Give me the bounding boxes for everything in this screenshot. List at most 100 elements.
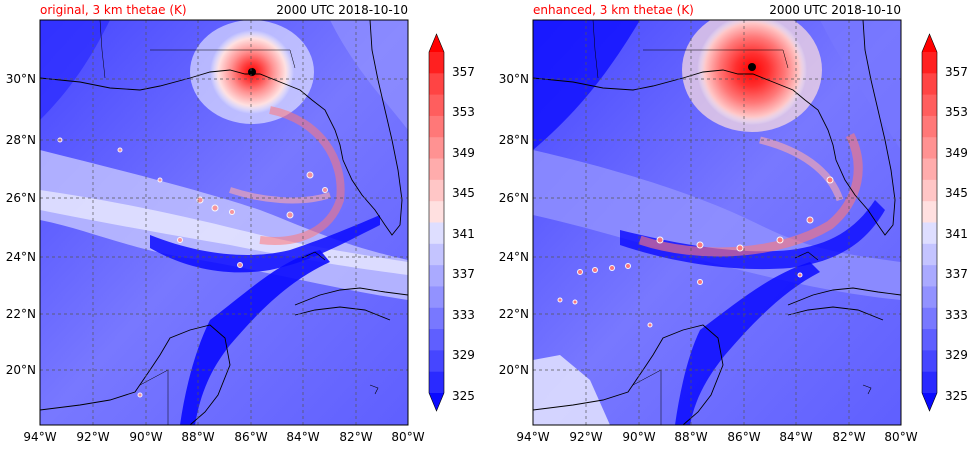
lat-ticks-enhanced: 30°N 28°N 26°N 24°N 22°N 20°N: [499, 72, 529, 377]
colorbar-swatches-original: [428, 33, 445, 412]
colorbar-bin-347: [922, 158, 937, 181]
panel-original: original, 3 km thetae (K) 2000 UTC 2018-…: [6, 3, 475, 444]
colorbar-labels-original: 357 353 349 345 341 337 333 329 325: [452, 65, 475, 403]
colorbar-bin-345: [922, 179, 937, 202]
lat-tick-20: 20°N: [499, 363, 529, 377]
colorbar-bin-335: [922, 286, 937, 309]
lon-tick-94: 94°W: [516, 430, 549, 444]
colorbar-bin-353: [429, 94, 444, 117]
colorbar-outline: [921, 33, 938, 412]
colorbar-original: 357 353 349 345 341 337 333 329 325: [428, 33, 475, 412]
lat-tick-24: 24°N: [6, 250, 36, 264]
colorbar-enhanced: 357 353 349 345 341 337 333 329 325: [921, 33, 968, 412]
lon-ticks-original: 94°W 92°W 90°W 88°W 86°W 84°W 82°W 80°W: [23, 430, 424, 444]
lat-tick-20: 20°N: [6, 363, 36, 377]
lon-tick-88: 88°W: [181, 430, 214, 444]
lon-tick-80: 80°W: [884, 430, 917, 444]
colorbar-extend-min: [429, 393, 444, 411]
cbar-label-353: 353: [945, 105, 968, 119]
colorbar-bin-355: [922, 73, 937, 96]
cbar-label-357: 357: [945, 65, 968, 79]
lat-tick-24: 24°N: [499, 250, 529, 264]
colorbar-bin-335: [429, 286, 444, 309]
panel-original-time: 2000 UTC 2018-10-10: [276, 3, 408, 17]
colorbar-bin-327: [922, 371, 937, 394]
lon-tick-90: 90°W: [622, 430, 655, 444]
lat-tick-30: 30°N: [499, 72, 529, 86]
cbar-label-353: 353: [452, 105, 475, 119]
colorbar-bin-333: [429, 307, 444, 330]
cbar-label-341: 341: [452, 227, 475, 241]
colorbar-bin-333: [922, 307, 937, 330]
colorbar-bin-327: [429, 371, 444, 394]
cbar-label-349: 349: [945, 146, 968, 160]
colorbar-bin-331: [429, 329, 444, 351]
lon-tick-80: 80°W: [391, 430, 424, 444]
colorbar-bin-353: [922, 94, 937, 117]
cbar-label-325: 325: [452, 389, 475, 403]
lon-tick-82: 82°W: [339, 430, 372, 444]
colorbar-bin-337: [922, 265, 937, 287]
colorbar-bin-347: [429, 158, 444, 181]
colorbar-bin-341: [922, 222, 937, 245]
lat-tick-26: 26°N: [6, 191, 36, 205]
lat-ticks-original: 30°N 28°N 26°N 24°N 22°N 20°N: [6, 72, 36, 377]
colorbar-labels-enhanced: 357 353 349 345 341 337 333 329 325: [945, 65, 968, 403]
lat-tick-22: 22°N: [499, 307, 529, 321]
colorbar-bin-339: [429, 243, 444, 266]
colorbar-bin-343: [922, 201, 937, 223]
map-field-original: [40, 20, 408, 425]
lon-tick-84: 84°W: [779, 430, 812, 444]
cbar-label-337: 337: [945, 267, 968, 281]
colorbar-bin-341: [429, 222, 444, 245]
panel-enhanced-time: 2000 UTC 2018-10-10: [769, 3, 901, 17]
lon-tick-90: 90°W: [129, 430, 162, 444]
cbar-label-329: 329: [945, 348, 968, 362]
lon-tick-84: 84°W: [286, 430, 319, 444]
colorbar-bin-357: [922, 52, 937, 74]
lat-tick-28: 28°N: [6, 133, 36, 147]
lat-tick-30: 30°N: [6, 72, 36, 86]
panel-enhanced-title: enhanced, 3 km thetae (K): [533, 3, 694, 17]
cbar-label-333: 333: [452, 308, 475, 322]
lon-tick-92: 92°W: [569, 430, 602, 444]
cbar-label-337: 337: [452, 267, 475, 281]
colorbar-extend-max: [922, 34, 937, 52]
cbar-label-325: 325: [945, 389, 968, 403]
colorbar-bin-345: [429, 179, 444, 202]
colorbar-bin-339: [922, 243, 937, 266]
colorbar-bin-351: [922, 115, 937, 138]
colorbar-outline: [428, 33, 445, 412]
cbar-label-345: 345: [945, 186, 968, 200]
colorbar-bin-355: [429, 73, 444, 96]
colorbar-bin-329: [922, 350, 937, 373]
colorbar-bin-351: [429, 115, 444, 138]
colorbar-bin-331: [922, 329, 937, 351]
colorbar-bin-343: [429, 201, 444, 223]
lat-tick-26: 26°N: [499, 191, 529, 205]
cbar-label-341: 341: [945, 227, 968, 241]
colorbar-bin-349: [429, 137, 444, 160]
lat-tick-22: 22°N: [6, 307, 36, 321]
lon-tick-86: 86°W: [234, 430, 267, 444]
colorbar-bin-329: [429, 350, 444, 373]
cbar-label-329: 329: [452, 348, 475, 362]
cbar-label-349: 349: [452, 146, 475, 160]
colorbar-bin-357: [429, 52, 444, 74]
lon-tick-94: 94°W: [23, 430, 56, 444]
cbar-label-345: 345: [452, 186, 475, 200]
colorbar-bin-337: [429, 265, 444, 287]
lat-tick-28: 28°N: [499, 133, 529, 147]
colorbar-extend-max: [429, 34, 444, 52]
panel-original-title: original, 3 km thetae (K): [40, 3, 187, 17]
lon-tick-82: 82°W: [832, 430, 865, 444]
colorbar-bin-349: [922, 137, 937, 160]
lon-tick-92: 92°W: [76, 430, 109, 444]
lon-tick-88: 88°W: [674, 430, 707, 444]
cbar-label-357: 357: [452, 65, 475, 79]
lon-ticks-enhanced: 94°W 92°W 90°W 88°W 86°W 84°W 82°W 80°W: [516, 430, 917, 444]
panel-enhanced: enhanced, 3 km thetae (K) 2000 UTC 2018-…: [499, 3, 968, 444]
colorbar-extend-min: [922, 393, 937, 411]
lon-tick-86: 86°W: [727, 430, 760, 444]
